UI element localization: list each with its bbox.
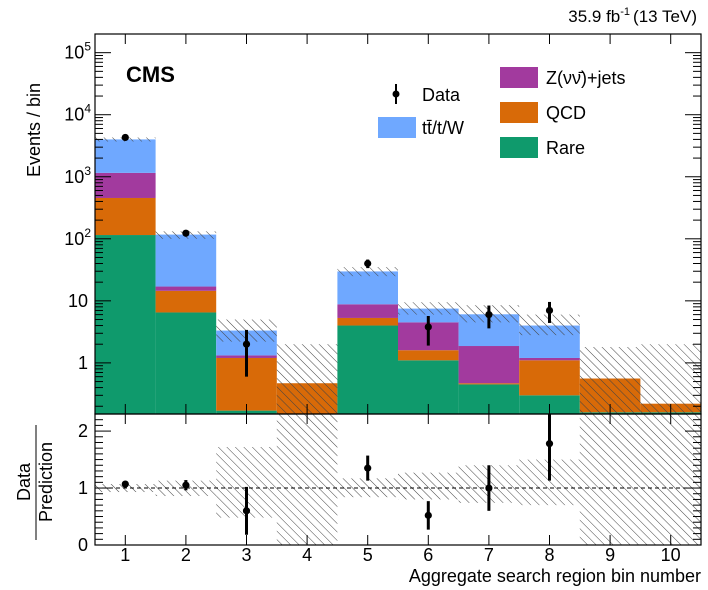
y-tick-label: 103 — [64, 164, 91, 187]
legend-ttw-label: tt̄/t/W — [422, 118, 464, 138]
x-tick-label: 10 — [661, 545, 681, 565]
legend-znunu-swatch — [500, 67, 538, 88]
legend-znunu: Z(νν̄)+jets — [500, 67, 626, 88]
bar-zjets-bin-8 — [519, 357, 580, 361]
ratio-uncertainty-band-bin-10 — [640, 414, 701, 545]
data-point-bin-8 — [545, 306, 554, 315]
ratio-y-tick-label: 1 — [78, 478, 88, 498]
bar-qcd-bin-1 — [95, 197, 156, 236]
bar-rare-bin-5 — [337, 325, 398, 414]
y-tick-label: 104 — [64, 102, 91, 125]
legend-data-label: Data — [422, 85, 461, 105]
x-tick-label: 2 — [181, 545, 191, 565]
y-tick-label: 105 — [64, 40, 91, 63]
uncertainty-band-bin-10 — [640, 344, 701, 414]
legend-data: Data — [392, 84, 461, 105]
legend-qcd-swatch — [500, 102, 538, 123]
legend-qcd-label: QCD — [546, 103, 586, 123]
main-panel: 1 10 102 103 104 105 CMS Events / bin — [24, 33, 702, 415]
legend-rare-swatch — [500, 137, 538, 158]
y-tick-label: 102 — [64, 226, 91, 249]
bar-tttw-bin-1 — [95, 139, 156, 173]
ratio-point-bin-1 — [121, 480, 129, 488]
legend-rare-label: Rare — [546, 138, 585, 158]
legend: Data Z(νν̄)+jets QCD tt̄/t/W Rare — [378, 67, 626, 158]
legend-qcd: QCD — [500, 102, 586, 123]
ratio-y-label-numerator: Data — [14, 462, 34, 501]
ratio-point-bin-3 — [242, 507, 251, 515]
x-tick-label: 3 — [241, 545, 251, 565]
bar-tttw-bin-2 — [155, 234, 217, 287]
x-tick-label: 4 — [302, 545, 312, 565]
uncertainty-band-bin-8 — [519, 314, 580, 336]
ratio-uncertainty-band-bin-6 — [398, 472, 459, 500]
x-tick-label: 1 — [120, 545, 130, 565]
ratio-point-bin-8 — [545, 440, 554, 448]
bar-rare-bin-2 — [155, 312, 217, 414]
bar-zjets-bin-5 — [337, 304, 398, 318]
bar-zjets-bin-7 — [458, 346, 520, 384]
bar-qcd-bin-5 — [337, 317, 398, 326]
data-point-bin-6 — [424, 323, 432, 331]
ratio-uncertainty-band-bin-4 — [276, 414, 338, 545]
bar-qcd-bin-8 — [519, 360, 580, 396]
data-point-bin-2 — [182, 229, 190, 237]
bar-qcd-bin-6 — [398, 350, 459, 361]
bar-rare-bin-1 — [95, 235, 156, 414]
ratio-uncertainty-band-bin-5 — [337, 478, 398, 498]
y-tick-label: 10 — [68, 291, 88, 311]
data-point-bin-5 — [364, 259, 372, 268]
legend-ttw-swatch — [378, 117, 416, 138]
ratio-frame — [94, 413, 702, 546]
ratio-y-tick-label: 0 — [78, 535, 88, 555]
x-tick-label: 6 — [423, 545, 433, 565]
ratio-point-bin-6 — [424, 511, 432, 519]
ratio-y-label-denominator: Prediction — [36, 442, 56, 522]
x-tick-label: 8 — [544, 545, 554, 565]
ratio-uncertainty-band-bin-9 — [579, 414, 641, 545]
ratio-point-bin-7 — [485, 484, 493, 492]
bar-tttw-bin-5 — [337, 271, 398, 305]
y-axis-label: Events / bin — [24, 83, 44, 177]
ratio-y-tick-label: 2 — [78, 421, 88, 441]
legend-ttw: tt̄/t/W — [378, 117, 464, 138]
x-axis-label: Aggregate search region bin number — [409, 566, 701, 586]
bar-qcd-bin-2 — [155, 290, 217, 313]
bar-zjets-bin-2 — [155, 286, 217, 291]
uncertainty-band-bin-4 — [276, 344, 338, 414]
experiment-label: CMS — [126, 62, 175, 87]
luminosity-label: 35.9 fb-1 (13 TeV) — [568, 6, 697, 26]
uncertainty-band-bin-9 — [579, 347, 641, 414]
bar-qcd-bin-7 — [458, 383, 520, 385]
uncertainty-band-bin-5 — [337, 267, 398, 277]
legend-znunu-label: Z(νν̄)+jets — [546, 68, 626, 88]
data-point-bin-1 — [121, 133, 129, 142]
uncertainty-band-bin-6 — [398, 302, 459, 315]
ratio-y-label: Data Prediction — [14, 425, 56, 540]
legend-rare: Rare — [500, 137, 585, 158]
x-tick-label: 9 — [605, 545, 615, 565]
ratio-point-bin-2 — [182, 481, 190, 489]
x-tick-label: 7 — [484, 545, 494, 565]
ratio-point-bin-5 — [364, 464, 372, 472]
y-tick-label: 1 — [78, 353, 88, 373]
data-point-bin-3 — [242, 340, 251, 348]
legend-data-marker — [392, 90, 400, 98]
data-point-bin-7 — [485, 311, 493, 319]
x-tick-label: 5 — [363, 545, 373, 565]
ratio-panel: 0 1 2 1 2 3 4 5 6 7 8 9 10 Data Prediction Aggregat… — [14, 413, 702, 586]
